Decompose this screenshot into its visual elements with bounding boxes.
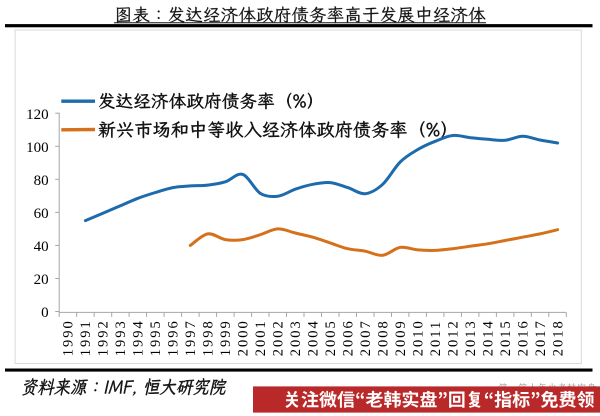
- svg-text:2007: 2007: [358, 319, 374, 356]
- svg-text:1996: 1996: [166, 319, 182, 356]
- svg-text:2005: 2005: [323, 319, 339, 356]
- svg-text:2011: 2011: [428, 320, 444, 356]
- svg-text:60: 60: [34, 206, 49, 222]
- svg-text:2008: 2008: [375, 319, 391, 356]
- svg-text:2001: 2001: [253, 319, 269, 356]
- svg-text:2012: 2012: [445, 319, 461, 356]
- svg-text:1991: 1991: [78, 319, 94, 356]
- svg-text:120: 120: [26, 107, 49, 123]
- svg-text:2004: 2004: [306, 319, 322, 356]
- svg-text:20: 20: [34, 272, 49, 288]
- svg-text:2000: 2000: [236, 319, 252, 356]
- svg-text:80: 80: [34, 173, 49, 189]
- svg-text:2010: 2010: [410, 319, 426, 356]
- svg-text:2003: 2003: [288, 319, 304, 356]
- svg-text:1997: 1997: [183, 319, 199, 356]
- svg-text:1999: 1999: [218, 319, 234, 356]
- svg-text:2014: 2014: [480, 319, 496, 356]
- svg-text:0: 0: [41, 305, 49, 321]
- svg-text:2017: 2017: [533, 319, 549, 356]
- svg-text:40: 40: [34, 239, 49, 255]
- svg-text:1993: 1993: [113, 319, 129, 356]
- svg-text:1994: 1994: [131, 319, 147, 356]
- svg-text:1992: 1992: [96, 319, 112, 356]
- svg-text:1990: 1990: [61, 319, 77, 356]
- svg-text:1998: 1998: [201, 319, 217, 356]
- svg-text:2006: 2006: [340, 319, 356, 356]
- svg-text:2009: 2009: [393, 319, 409, 356]
- svg-text:2015: 2015: [498, 319, 514, 356]
- svg-text:2002: 2002: [271, 319, 287, 356]
- svg-text:2016: 2016: [515, 319, 531, 356]
- svg-text:2018: 2018: [550, 319, 566, 356]
- svg-text:1995: 1995: [148, 319, 164, 356]
- svg-text:100: 100: [26, 140, 49, 156]
- svg-text:2013: 2013: [463, 319, 479, 356]
